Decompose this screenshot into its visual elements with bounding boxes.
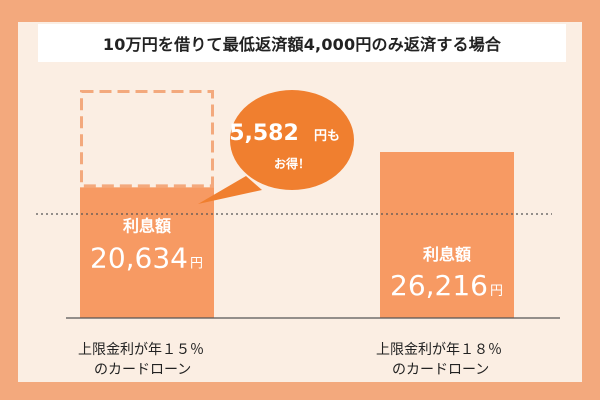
chart-title: 10万円を借りて最低返済額4,000円のみ返済する場合 bbox=[102, 35, 502, 54]
chart-title-box: 10万円を借りて最低返済額4,000円のみ返済する場合 bbox=[38, 24, 566, 62]
bar-unit-1: 円 bbox=[490, 284, 503, 299]
bar-value-0: 20,634 bbox=[90, 241, 188, 274]
bar-label-0: 利息額 bbox=[123, 216, 171, 235]
category-label-line-0: 上限金利が年１８％ bbox=[376, 342, 502, 358]
category-label-line-1: のカードローン bbox=[392, 362, 490, 378]
annotation-line2: お得！ bbox=[274, 156, 310, 171]
category-label-15: 上限金利が年１５％ のカードローン bbox=[78, 340, 204, 380]
bubble-tail bbox=[198, 176, 262, 204]
bar-1 bbox=[380, 152, 514, 318]
bar-label-1: 利息額 bbox=[423, 245, 471, 264]
bar-value-1: 26,216 bbox=[390, 269, 488, 302]
difference-dashed-box bbox=[80, 90, 214, 188]
annotation-number: 5,582 bbox=[229, 121, 299, 146]
category-label-18: 上限金利が年１８％ のカードローン bbox=[376, 340, 502, 380]
category-label-line-0: 上限金利が年１５％ bbox=[78, 342, 204, 358]
bar-unit-0: 円 bbox=[190, 256, 203, 271]
annotation-bubble bbox=[230, 90, 354, 190]
annotation-unit: 円も bbox=[314, 129, 340, 144]
category-label-line-1: のカードローン bbox=[94, 362, 192, 378]
bar-0 bbox=[80, 187, 214, 318]
